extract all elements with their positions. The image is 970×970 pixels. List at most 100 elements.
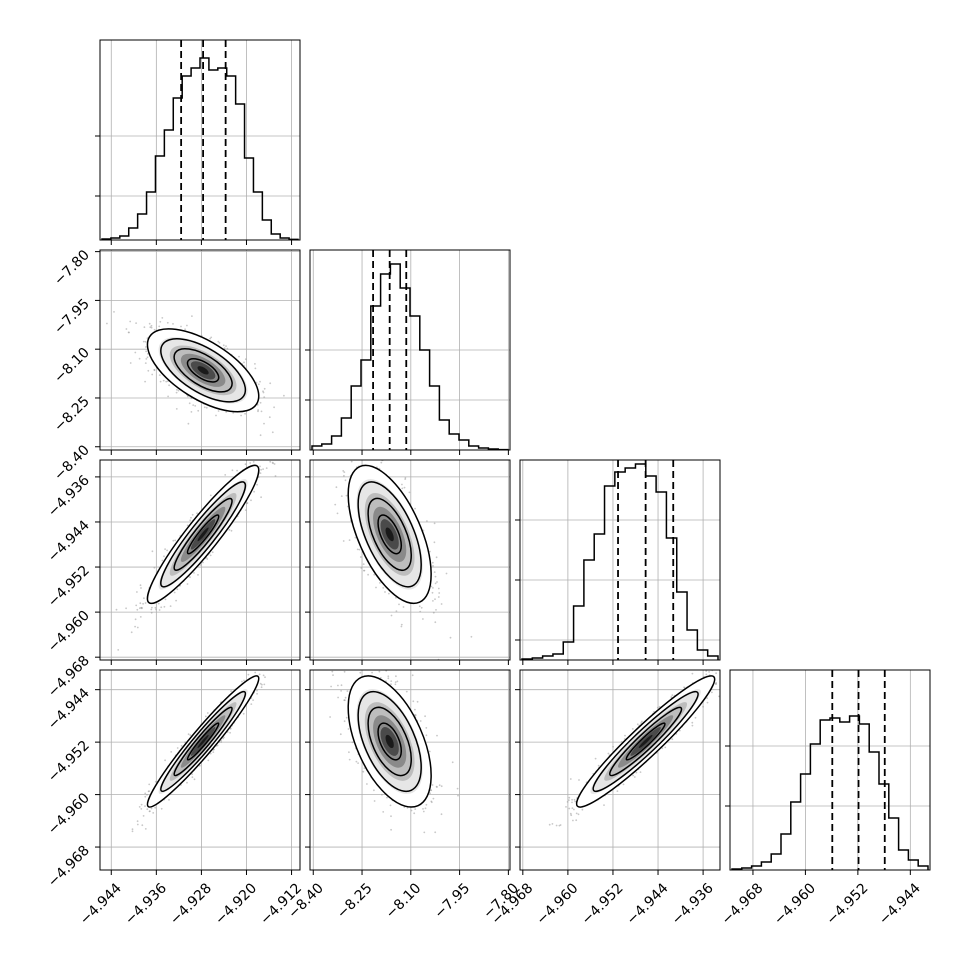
scatter-point xyxy=(147,790,150,793)
scatter-point xyxy=(252,461,255,463)
scatter-point xyxy=(155,608,157,611)
scatter-point xyxy=(125,328,128,330)
scatter-point xyxy=(164,598,167,601)
scatter-point xyxy=(349,668,351,670)
scatter-point xyxy=(271,431,274,434)
scatter-point xyxy=(191,513,194,516)
scatter-point xyxy=(148,783,151,786)
scatter-point xyxy=(150,326,153,329)
scatter-point xyxy=(348,758,351,761)
scatter-point xyxy=(403,486,406,489)
scatter-point xyxy=(180,744,183,747)
scatter-point xyxy=(333,456,335,458)
scatter-point xyxy=(176,588,179,591)
scatter-point xyxy=(259,401,262,404)
scatter-point xyxy=(150,324,153,327)
scatter-point xyxy=(244,412,247,415)
scatter-point xyxy=(150,807,153,810)
scatter-point xyxy=(211,551,214,554)
scatter-point xyxy=(241,680,243,683)
scatter-point xyxy=(346,690,349,692)
hist-panel-0 xyxy=(95,39,301,245)
scatter-point xyxy=(242,712,245,715)
scatter-point xyxy=(438,592,441,594)
panel-content xyxy=(310,456,510,660)
scatter-point xyxy=(144,795,147,798)
scatter-point xyxy=(274,455,276,457)
scatter-point xyxy=(194,405,197,407)
scatter-point xyxy=(259,380,261,383)
scatter-point xyxy=(388,592,390,595)
scatter-point xyxy=(131,830,134,833)
scatter-point xyxy=(244,509,247,511)
scatter-point xyxy=(434,582,437,585)
scatter-point xyxy=(158,374,161,376)
scatter-panel-1-0 xyxy=(95,249,301,455)
scatter-point xyxy=(259,682,262,685)
histogram-step xyxy=(311,263,509,450)
scatter-point xyxy=(419,720,422,722)
scatter-point xyxy=(273,456,275,458)
scatter-point xyxy=(257,383,260,386)
scatter-point xyxy=(263,451,265,453)
scatter-point xyxy=(217,340,220,343)
panel-frame xyxy=(309,459,511,661)
scatter-point xyxy=(150,611,153,614)
histogram-step xyxy=(101,57,299,240)
scatter-point xyxy=(340,684,343,687)
scatter-point xyxy=(187,395,189,398)
contour-line xyxy=(173,497,233,572)
scatter-point xyxy=(249,462,252,464)
scatter-point xyxy=(225,345,227,347)
scatter-point xyxy=(153,368,156,371)
scatter-point xyxy=(343,471,346,473)
scatter-point xyxy=(215,414,217,417)
scatter-panel-3-1 xyxy=(305,668,511,875)
scatter-point xyxy=(243,361,245,364)
scatter-point xyxy=(146,808,149,811)
scatter-point xyxy=(146,356,149,359)
scatter-point xyxy=(134,618,137,621)
scatter-point xyxy=(432,797,435,800)
scatter-point xyxy=(162,379,165,382)
scatter-point xyxy=(268,662,270,664)
density-fill xyxy=(385,527,394,542)
density-fill xyxy=(197,527,209,542)
scatter-point xyxy=(159,320,162,323)
contour-line xyxy=(186,514,220,555)
scatter-point xyxy=(212,751,215,753)
scatter-point xyxy=(136,608,139,611)
scatter-point xyxy=(426,520,428,522)
scatter-point xyxy=(414,507,416,510)
scatter-point xyxy=(230,690,233,692)
scatter-point xyxy=(175,391,178,394)
panel-frame xyxy=(519,459,721,661)
scatter-point xyxy=(144,340,147,343)
scatter-point xyxy=(147,369,150,372)
scatter-point xyxy=(254,671,257,674)
scatter-point xyxy=(335,486,338,489)
scatter-point xyxy=(166,549,169,552)
scatter-point xyxy=(186,781,188,784)
scatter-point xyxy=(169,605,172,607)
scatter-point xyxy=(256,483,258,486)
scatter-point xyxy=(256,457,258,459)
scatter-point xyxy=(331,670,334,673)
scatter-point xyxy=(398,603,400,606)
scatter-point xyxy=(142,340,145,343)
scatter-point xyxy=(131,828,134,831)
panel-frame xyxy=(99,249,301,451)
scatter-panel-3-0 xyxy=(95,662,301,875)
scatter-point xyxy=(375,586,377,589)
scatter-point xyxy=(191,773,194,775)
scatter-point xyxy=(164,759,167,762)
scatter-point xyxy=(196,512,199,515)
scatter-point xyxy=(190,411,193,413)
scatter-point xyxy=(187,422,190,425)
scatter-point xyxy=(362,563,365,565)
scatter-point xyxy=(140,606,143,609)
scatter-point xyxy=(260,686,263,689)
scatter-point xyxy=(263,387,266,390)
panel-content xyxy=(520,460,720,660)
